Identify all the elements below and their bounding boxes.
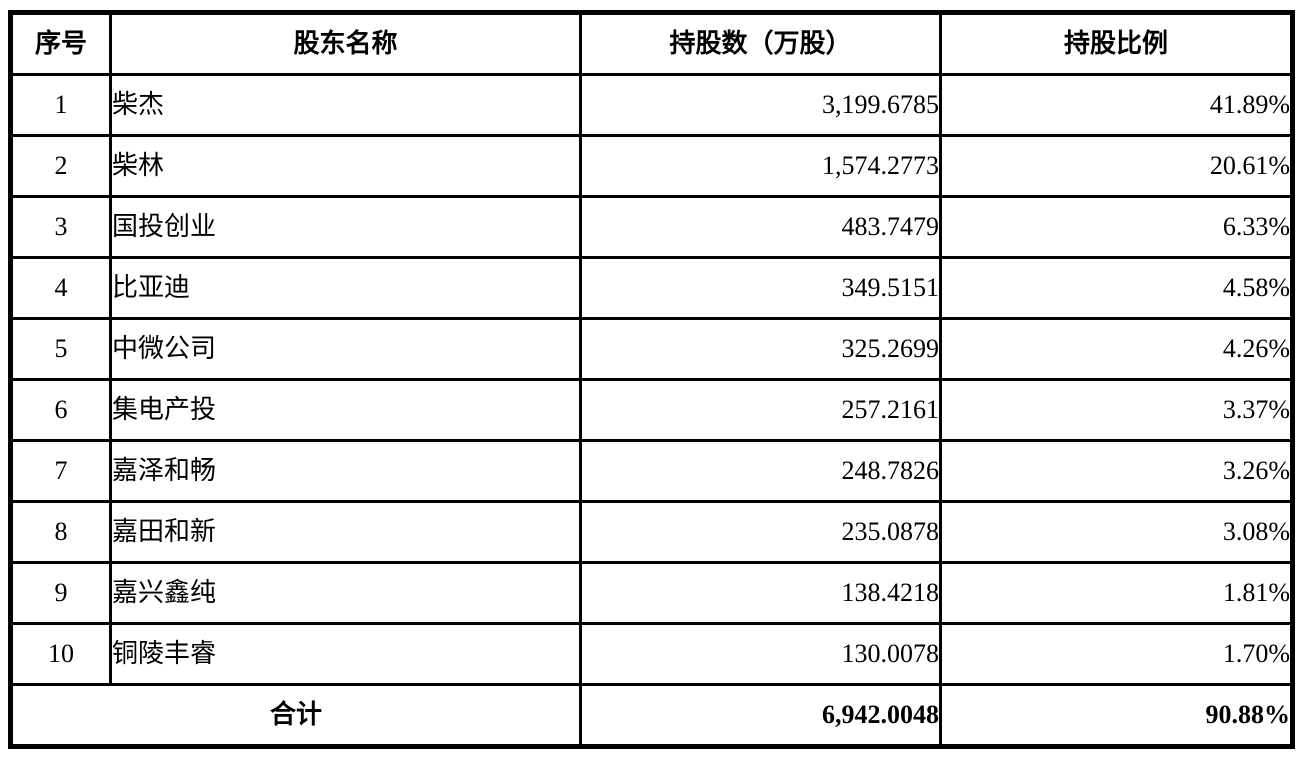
table-row: 8 嘉田和新 235.0878 3.08% — [9, 500, 1294, 564]
shares-held: 3,199.6785 — [579, 73, 942, 137]
table-total-row: 合计 6,942.0048 90.88% — [9, 683, 1294, 748]
row-no: 6 — [9, 378, 112, 442]
row-no: 5 — [9, 317, 112, 381]
shares-held: 483.7479 — [579, 195, 942, 259]
total-shares: 6,942.0048 — [579, 683, 942, 748]
ownership-ratio: 3.08% — [939, 500, 1294, 564]
table-row: 4 比亚迪 349.5151 4.58% — [9, 256, 1294, 320]
row-no: 8 — [9, 500, 112, 564]
table-row: 9 嘉兴鑫纯 138.4218 1.81% — [9, 561, 1294, 625]
shares-held: 325.2699 — [579, 317, 942, 381]
shareholder-name: 集电产投 — [109, 378, 582, 442]
total-label: 合计 — [9, 683, 582, 748]
shares-held: 138.4218 — [579, 561, 942, 625]
shares-held: 1,574.2773 — [579, 134, 942, 198]
row-no: 7 — [9, 439, 112, 503]
table-row: 10 铜陵丰睿 130.0078 1.70% — [9, 622, 1294, 686]
row-no: 9 — [9, 561, 112, 625]
ownership-ratio: 4.26% — [939, 317, 1294, 381]
row-no: 10 — [9, 622, 112, 686]
shareholder-name: 比亚迪 — [109, 256, 582, 320]
row-no: 1 — [9, 73, 112, 137]
table-row: 5 中微公司 325.2699 4.26% — [9, 317, 1294, 381]
document-page: 序号 股东名称 持股数（万股） 持股比例 1 柴杰 3,199.6785 41.… — [8, 10, 1295, 749]
ownership-ratio: 4.58% — [939, 256, 1294, 320]
shares-held: 248.7826 — [579, 439, 942, 503]
row-no: 2 — [9, 134, 112, 198]
shares-held: 257.2161 — [579, 378, 942, 442]
shares-held: 349.5151 — [579, 256, 942, 320]
shares-held: 235.0878 — [579, 500, 942, 564]
row-no: 3 — [9, 195, 112, 259]
ownership-ratio: 3.26% — [939, 439, 1294, 503]
row-no: 4 — [9, 256, 112, 320]
table-row: 7 嘉泽和畅 248.7826 3.26% — [9, 439, 1294, 503]
col-header-index: 序号 — [9, 11, 112, 76]
shareholder-name: 嘉田和新 — [109, 500, 582, 564]
col-header-shares: 持股数（万股） — [579, 11, 942, 76]
col-header-name: 股东名称 — [109, 11, 582, 76]
table-row: 3 国投创业 483.7479 6.33% — [9, 195, 1294, 259]
table-row: 1 柴杰 3,199.6785 41.89% — [9, 73, 1294, 137]
ownership-ratio: 1.70% — [939, 622, 1294, 686]
col-header-ratio: 持股比例 — [939, 11, 1294, 76]
shareholder-name: 嘉泽和畅 — [109, 439, 582, 503]
shareholder-name: 柴杰 — [109, 73, 582, 137]
shareholder-name: 柴林 — [109, 134, 582, 198]
table-row: 2 柴林 1,574.2773 20.61% — [9, 134, 1294, 198]
ownership-ratio: 20.61% — [939, 134, 1294, 198]
table-header-row: 序号 股东名称 持股数（万股） 持股比例 — [9, 11, 1294, 76]
ownership-ratio: 6.33% — [939, 195, 1294, 259]
ownership-ratio: 1.81% — [939, 561, 1294, 625]
table-row: 6 集电产投 257.2161 3.37% — [9, 378, 1294, 442]
shareholder-name: 铜陵丰睿 — [109, 622, 582, 686]
total-ratio: 90.88% — [939, 683, 1294, 748]
shareholder-table: 序号 股东名称 持股数（万股） 持股比例 1 柴杰 3,199.6785 41.… — [8, 10, 1295, 749]
shareholder-name: 嘉兴鑫纯 — [109, 561, 582, 625]
shares-held: 130.0078 — [579, 622, 942, 686]
ownership-ratio: 41.89% — [939, 73, 1294, 137]
ownership-ratio: 3.37% — [939, 378, 1294, 442]
shareholder-name: 中微公司 — [109, 317, 582, 381]
shareholder-name: 国投创业 — [109, 195, 582, 259]
